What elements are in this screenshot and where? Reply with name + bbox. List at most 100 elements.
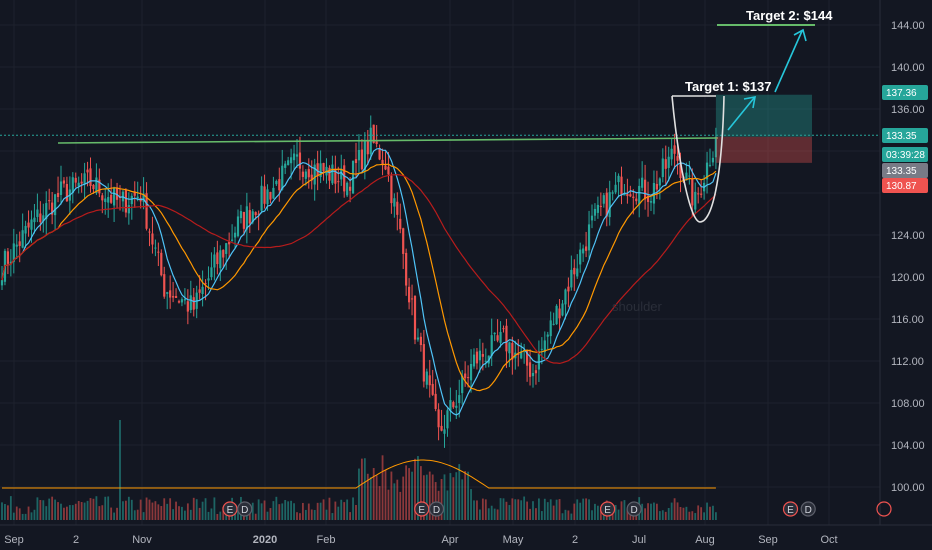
volume-bar — [688, 511, 691, 520]
volume-bar — [116, 507, 118, 520]
marker-circle — [626, 501, 642, 517]
candle — [617, 173, 620, 198]
candle-body — [596, 204, 599, 213]
candle — [207, 266, 210, 291]
volume-bar — [89, 498, 92, 520]
volume-bar — [579, 502, 582, 520]
candle — [74, 172, 77, 188]
volume-bar — [543, 498, 546, 520]
candle — [124, 188, 127, 218]
candle-body — [186, 301, 189, 312]
candle-body — [130, 195, 133, 205]
earnings-marker: E — [222, 501, 238, 517]
volume-bar — [77, 501, 80, 520]
volume-bar — [15, 506, 18, 520]
candle — [219, 245, 222, 281]
candle-body — [528, 362, 532, 377]
candle — [526, 349, 529, 382]
candle-body — [245, 206, 248, 230]
candle-body — [434, 393, 437, 409]
candle-body — [266, 189, 269, 205]
loss-zone — [715, 136, 812, 163]
candle — [561, 300, 564, 317]
candle-body — [694, 191, 697, 210]
volume-bar — [529, 508, 531, 520]
earnings-marker: E — [599, 501, 616, 517]
marker-letter: E — [418, 505, 425, 516]
candle-body — [219, 250, 222, 269]
volume-bar — [1, 502, 3, 520]
candle — [705, 151, 709, 194]
candle — [431, 369, 434, 396]
volume-bar — [272, 501, 275, 520]
volume-bar — [66, 506, 68, 520]
volume-bar — [225, 513, 228, 520]
candle — [455, 390, 458, 420]
candle-body — [340, 168, 343, 180]
volume-bar — [378, 486, 381, 520]
candle-body — [449, 400, 452, 411]
profit-zone — [715, 94, 812, 137]
volume-bar — [455, 472, 458, 520]
volume-bar — [464, 470, 467, 520]
candle-body — [387, 166, 390, 175]
candle-body — [357, 149, 361, 161]
volume-bar — [186, 503, 189, 520]
x-tick-label: Nov — [132, 534, 152, 546]
candle — [233, 226, 237, 250]
volume-bar — [375, 475, 378, 520]
candle-body — [107, 197, 110, 203]
candle-body — [620, 176, 623, 196]
candle — [587, 210, 591, 259]
candle-body — [174, 296, 178, 298]
candle-body — [213, 254, 216, 268]
candle-body — [511, 342, 514, 360]
candle-body — [319, 163, 322, 178]
candle-body — [561, 303, 564, 316]
volume-bar — [393, 483, 396, 520]
volume-bar — [148, 499, 151, 520]
volume-bar — [396, 479, 399, 520]
volume-bar — [517, 499, 520, 520]
volume-bar — [363, 458, 366, 520]
candle-body — [331, 164, 334, 184]
arrow-target2-head — [793, 28, 807, 42]
candle — [475, 347, 479, 370]
candle — [95, 163, 98, 195]
candle — [298, 136, 302, 181]
volume-bar — [582, 498, 585, 520]
volume-bar — [107, 496, 110, 520]
candle — [154, 239, 157, 257]
candle-body — [21, 230, 24, 248]
candle — [157, 242, 160, 267]
candle-body — [546, 334, 549, 337]
volume-bar — [576, 499, 579, 520]
candle — [142, 177, 145, 210]
dividend-marker: D — [626, 501, 642, 517]
candle-body — [54, 194, 57, 216]
candle-body — [711, 157, 715, 163]
volume-bar — [706, 502, 708, 520]
price-label: 137.36 — [882, 85, 928, 100]
candle — [281, 149, 284, 191]
dividend-marker: D — [800, 501, 816, 517]
volume-bar — [201, 501, 204, 520]
candle-body — [98, 179, 101, 194]
volume-bar — [142, 512, 145, 520]
volume-bar — [644, 508, 646, 520]
candle — [269, 191, 272, 204]
candle-body — [334, 168, 337, 184]
candle — [446, 408, 449, 437]
volume-ma-line — [2, 459, 716, 489]
marker-circle — [237, 501, 253, 517]
candle — [564, 288, 567, 320]
candle — [534, 364, 538, 385]
candle — [605, 188, 608, 227]
volume-bar — [36, 497, 39, 520]
candle — [62, 177, 66, 188]
y-tick-label: 112.00 — [891, 356, 924, 368]
volume-bar — [24, 513, 27, 520]
candle — [292, 144, 296, 171]
